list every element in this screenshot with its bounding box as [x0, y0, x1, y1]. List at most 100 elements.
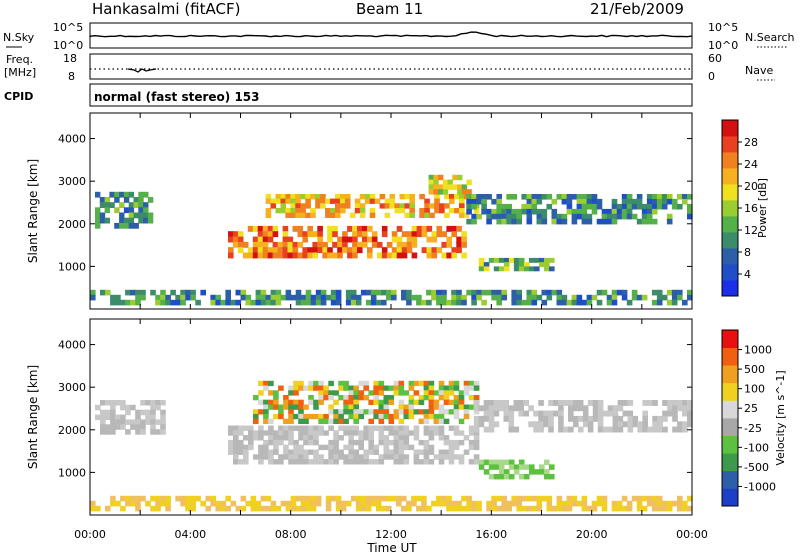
power-cell [566, 299, 573, 306]
velocity-cell [391, 495, 397, 502]
power-cell [661, 294, 668, 301]
velocity-cell [458, 390, 465, 396]
power-cell [611, 213, 618, 220]
power-cell [280, 194, 287, 200]
power-cell [391, 252, 398, 259]
velocity-cell [255, 505, 262, 512]
velocity-cell [308, 439, 314, 446]
power-cell [280, 198, 287, 204]
power-cell [546, 194, 553, 200]
velocity-cell [348, 459, 354, 465]
power-cell [302, 247, 308, 254]
velocity-cell [273, 399, 279, 405]
power-cell [317, 241, 323, 248]
velocity-cell [651, 505, 658, 512]
power-cell [135, 299, 141, 306]
power-cell [391, 247, 398, 254]
velocity-cell [657, 426, 663, 433]
velocity-cell [335, 495, 342, 502]
power-cell [596, 198, 603, 205]
velocity-cell [150, 424, 156, 430]
velocity-cell [298, 444, 304, 451]
power-cell [399, 194, 406, 200]
velocity-cell [508, 415, 515, 422]
power-cell [265, 212, 272, 218]
velocity-cell [318, 390, 324, 396]
velocity-cell [433, 390, 440, 396]
velocity-cell [513, 400, 520, 406]
power-cell [265, 194, 272, 200]
power-cell [666, 299, 673, 306]
power-cell [228, 247, 234, 254]
power-cell [631, 294, 638, 301]
velocity-cell [200, 500, 206, 507]
velocity-cell [386, 505, 392, 512]
velocity-cell [538, 410, 544, 417]
power-cell [411, 236, 418, 243]
power-cell [297, 252, 304, 259]
velocity-cell [130, 419, 136, 425]
velocity-cell [263, 454, 269, 460]
velocity-cell [526, 495, 533, 502]
power-cell [119, 202, 125, 208]
power-cell [488, 257, 495, 263]
velocity-cell [652, 400, 658, 406]
velocity-cell [378, 413, 385, 420]
power-cell [391, 231, 398, 238]
velocity-cell [418, 380, 425, 387]
velocity-cell [308, 385, 314, 391]
velocity-cell [408, 395, 415, 401]
velocity-cell [478, 464, 485, 470]
power-cell [354, 203, 361, 209]
velocity-cell [115, 424, 121, 430]
power-cell [516, 294, 522, 301]
velocity-cell [165, 500, 171, 507]
velocity-cell [278, 385, 284, 391]
velocity-cell [110, 409, 116, 416]
power-cell [478, 257, 485, 263]
velocity-cell [433, 399, 440, 405]
velocity-cell [539, 469, 545, 475]
velocity-cell [298, 385, 304, 391]
power-cell [426, 247, 433, 254]
velocity-cell [473, 409, 480, 415]
power-cell [270, 203, 277, 209]
power-cell [371, 236, 378, 243]
power-cell [287, 241, 294, 248]
velocity-cell [656, 500, 663, 507]
velocity-cell [403, 390, 410, 396]
power-cell [561, 194, 568, 200]
velocity-cell [110, 419, 116, 425]
velocity-cell [100, 419, 106, 425]
power-cell [656, 194, 663, 200]
colorbar-swatch [722, 347, 738, 366]
velocity-cell [253, 395, 259, 401]
power-cell [180, 294, 186, 301]
power-cell [99, 212, 106, 219]
power-cell [441, 231, 447, 238]
power-cell [128, 202, 135, 208]
power-cell [312, 252, 318, 259]
power-cell [506, 194, 512, 200]
power-cell [362, 236, 368, 243]
power-cell [245, 299, 252, 306]
velocity-cell [687, 415, 693, 422]
power-cell [237, 236, 244, 243]
power-cell [456, 294, 462, 301]
power-cell [511, 208, 517, 215]
colorbar-swatch [722, 280, 738, 297]
power-cell [307, 252, 313, 259]
velocity-cell [343, 430, 349, 436]
power-cell [516, 218, 522, 225]
velocity-cell [293, 399, 299, 405]
velocity-cell [278, 430, 284, 436]
power-cell [350, 294, 357, 301]
velocity-cell [667, 405, 673, 412]
velocity-cell [228, 449, 234, 455]
power-cell [651, 299, 658, 306]
noise-tick-top-right: 10^5 [708, 21, 738, 34]
power-cell [394, 203, 401, 209]
velocity-cell [677, 505, 683, 512]
velocity-cell [338, 454, 344, 460]
velocity-cell [378, 439, 385, 446]
